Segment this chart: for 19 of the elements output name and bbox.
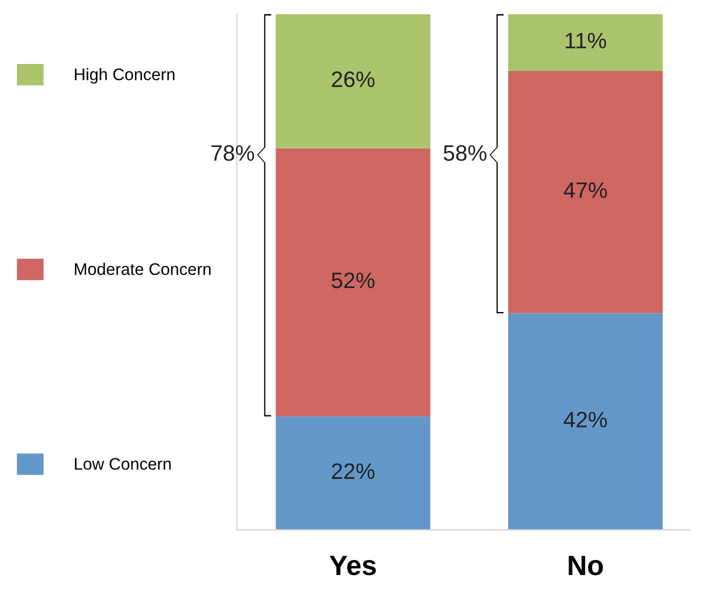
data-label: 26%: [332, 71, 374, 88]
legend-label: Low Concern: [74, 458, 171, 470]
data-label: 22%: [332, 463, 374, 479]
annotation: 58%: [444, 145, 486, 161]
annotation: 78%: [212, 145, 254, 161]
legend-label: Moderate Concern: [74, 262, 211, 276]
x-tick-label: No: [568, 556, 603, 576]
bar: [276, 148, 430, 416]
data-label: 47%: [564, 182, 607, 198]
bar: [276, 416, 430, 530]
bar: [508, 70, 663, 314]
data-label: 11%: [566, 32, 606, 48]
x-tick-label: Yes: [330, 556, 376, 576]
bar: [508, 14, 663, 71]
bar: [276, 14, 430, 148]
legend-label: High Concern: [74, 68, 174, 84]
data-label: 52%: [332, 272, 374, 288]
data-label: 42%: [564, 412, 607, 428]
bar: [508, 313, 663, 530]
